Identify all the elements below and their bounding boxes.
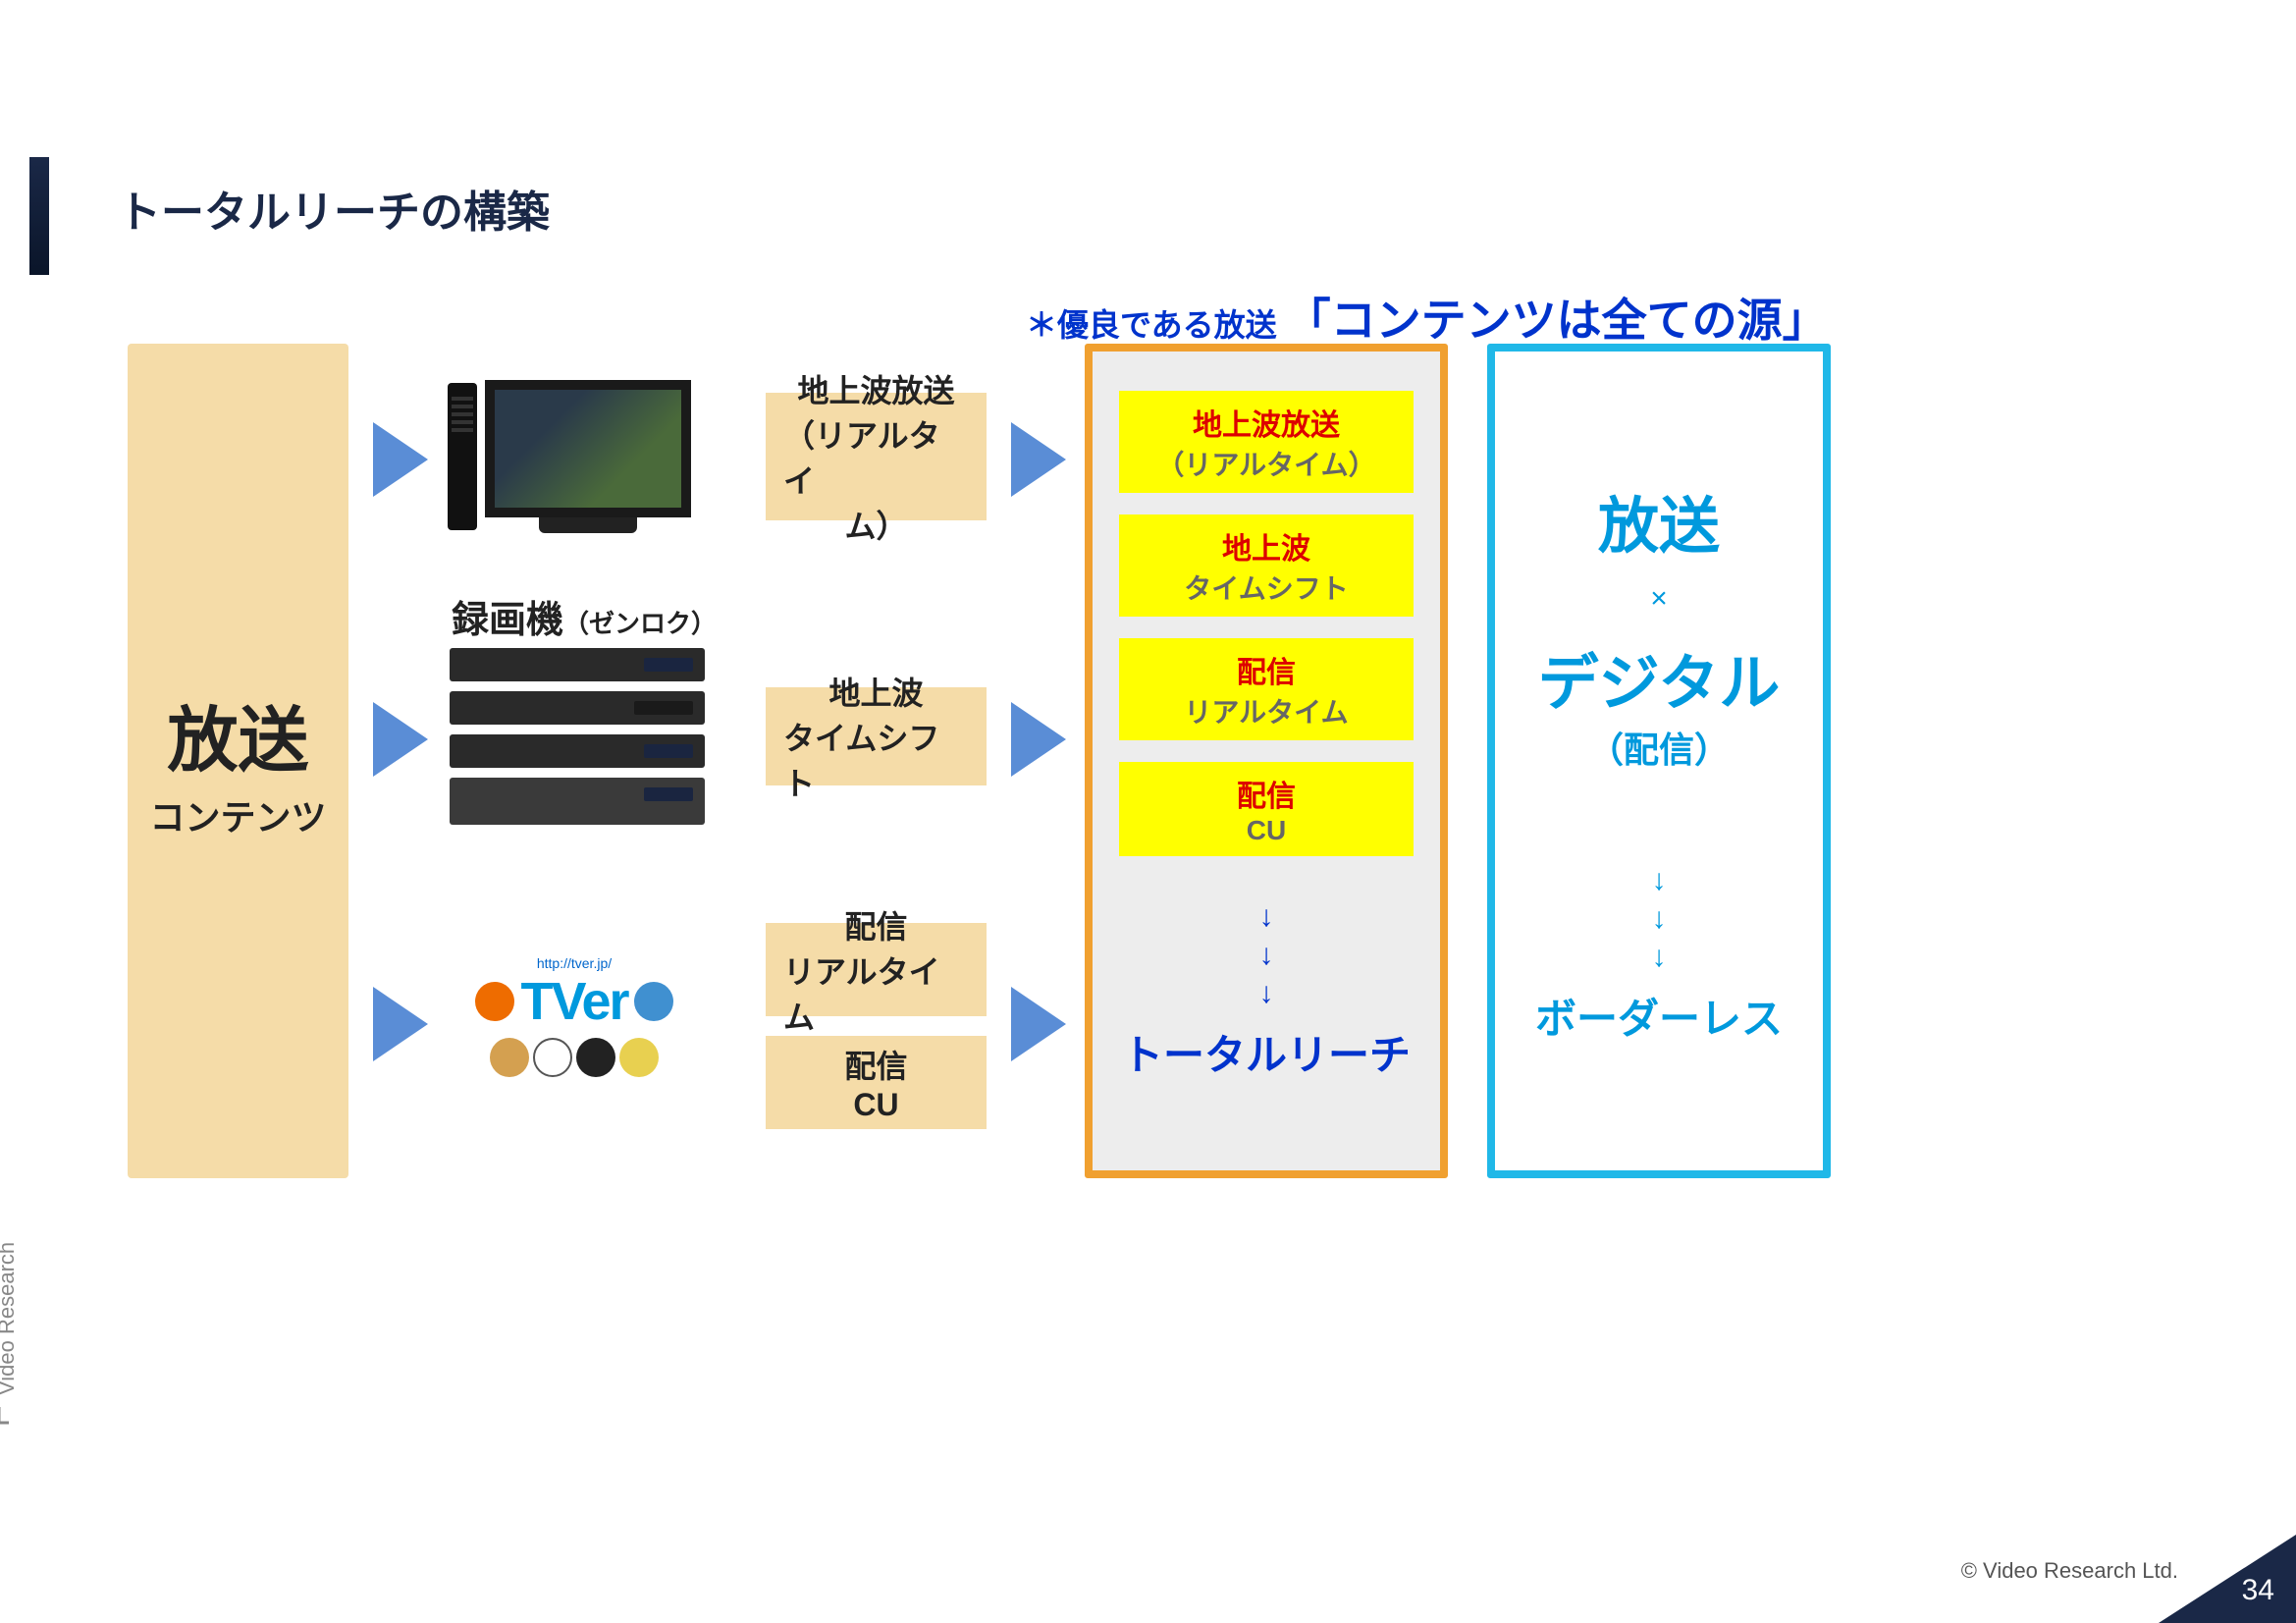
broadcast-digital-frame: 放送 × デジタル （配信） ↓ ↓ ↓ ボーダーレス: [1487, 344, 1831, 1178]
channel-box-stream-realtime: 配信 リアルタイム: [766, 923, 987, 1016]
down-arrows-icon: ↓ ↓ ↓: [1652, 861, 1667, 976]
label: （リアルタイ: [783, 411, 969, 502]
recorder-label-sub: （ゼンロク）: [563, 609, 717, 638]
label: 地上波: [828, 669, 923, 714]
label: リアルタイム: [783, 947, 969, 1038]
mascot-icon: [533, 1038, 572, 1077]
recorder-icon: [450, 734, 705, 768]
copyright: © Video Research Ltd.: [1961, 1558, 2178, 1584]
title-accent-bar: [29, 157, 49, 275]
mascot-icon: [475, 982, 514, 1021]
recorder-label: 録画機（ゼンロク）: [452, 589, 717, 643]
total-reach-label: トータルリーチ: [1122, 1022, 1411, 1082]
mascot-icon: [576, 1038, 615, 1077]
channel-box-stream-cu: 配信 CU: [766, 1036, 987, 1129]
label: CU: [853, 1087, 898, 1123]
slide-title: トータルリーチの構築: [118, 177, 550, 240]
yellow-item: 配信 CU: [1119, 762, 1414, 856]
channel-box-terrestrial-timeshift: 地上波 タイムシフト: [766, 687, 987, 785]
label: 配信: [844, 1042, 907, 1087]
label: 配信: [1127, 648, 1406, 691]
tv-device-illustration: [442, 363, 697, 550]
top-annotation: ＊優良である放送 「コンテンツは全ての源」: [1026, 285, 1828, 350]
arrow-icon: [373, 987, 428, 1061]
label: リアルタイム: [1127, 691, 1406, 730]
yellow-item: 地上波放送 （リアルタイム）: [1119, 391, 1414, 493]
remote-icon: [448, 383, 477, 530]
arrow-icon: [373, 422, 428, 497]
side-brand-text: Video Research: [0, 1242, 20, 1395]
annotation-highlight: 「コンテンツは全ての源」: [1286, 295, 1828, 346]
source-main: 放送: [167, 682, 308, 785]
label: 地上波放送: [1127, 401, 1406, 444]
borderless-label: ボーダーレス: [1535, 986, 1783, 1046]
recorder-icon: [450, 691, 705, 725]
arrow-icon: [1011, 422, 1066, 497]
side-brand: Video Research: [0, 1242, 20, 1427]
recorder-icon: [450, 778, 705, 825]
total-reach-frame: 地上波放送 （リアルタイム） 地上波 タイムシフト 配信 リアルタイム 配信 C…: [1085, 344, 1448, 1178]
blue-line2: デジタル: [1538, 633, 1781, 722]
recorder-label-main: 録画機: [452, 600, 563, 641]
yellow-item: 地上波 タイムシフト: [1119, 514, 1414, 617]
page-corner-decoration: [2159, 1535, 2296, 1623]
recorder-icon: [450, 648, 705, 681]
label: 地上波放送: [797, 366, 954, 411]
label: 地上波: [1127, 524, 1406, 568]
mascot-icon: [634, 982, 673, 1021]
times-icon: ×: [1650, 582, 1668, 616]
source-content-box: 放送 コンテンツ: [128, 344, 348, 1178]
tv-screen-icon: [485, 380, 691, 517]
label: 配信: [1127, 772, 1406, 815]
mascot-icon: [619, 1038, 659, 1077]
yellow-item: 配信 リアルタイム: [1119, 638, 1414, 740]
mascot-icon: [490, 1038, 529, 1077]
blue-line2-sub: （配信）: [1588, 722, 1730, 773]
label: タイムシフト: [1127, 568, 1406, 607]
recorder-stack-illustration: [447, 648, 707, 835]
tver-url: http://tver.jp/: [537, 955, 612, 971]
label: （リアルタイム）: [1127, 444, 1406, 483]
label: 配信: [844, 902, 907, 947]
page-number: 34: [2242, 1574, 2274, 1607]
blue-line1: 放送: [1598, 476, 1720, 565]
label: ム）: [844, 502, 907, 547]
arrow-icon: [1011, 702, 1066, 777]
annotation-prefix: ＊優良である放送: [1026, 307, 1277, 343]
label: CU: [1127, 815, 1406, 846]
source-sub: コンテンツ: [149, 789, 326, 840]
arrow-icon: [373, 702, 428, 777]
label: タイムシフト: [783, 714, 969, 804]
arrow-icon: [1011, 987, 1066, 1061]
tver-logo: TVer: [520, 971, 627, 1032]
down-arrows-icon: ↓ ↓ ↓: [1259, 897, 1274, 1012]
tver-illustration: http://tver.jp/ TVer: [447, 913, 702, 1119]
channel-box-terrestrial-realtime: 地上波放送 （リアルタイ ム）: [766, 393, 987, 520]
